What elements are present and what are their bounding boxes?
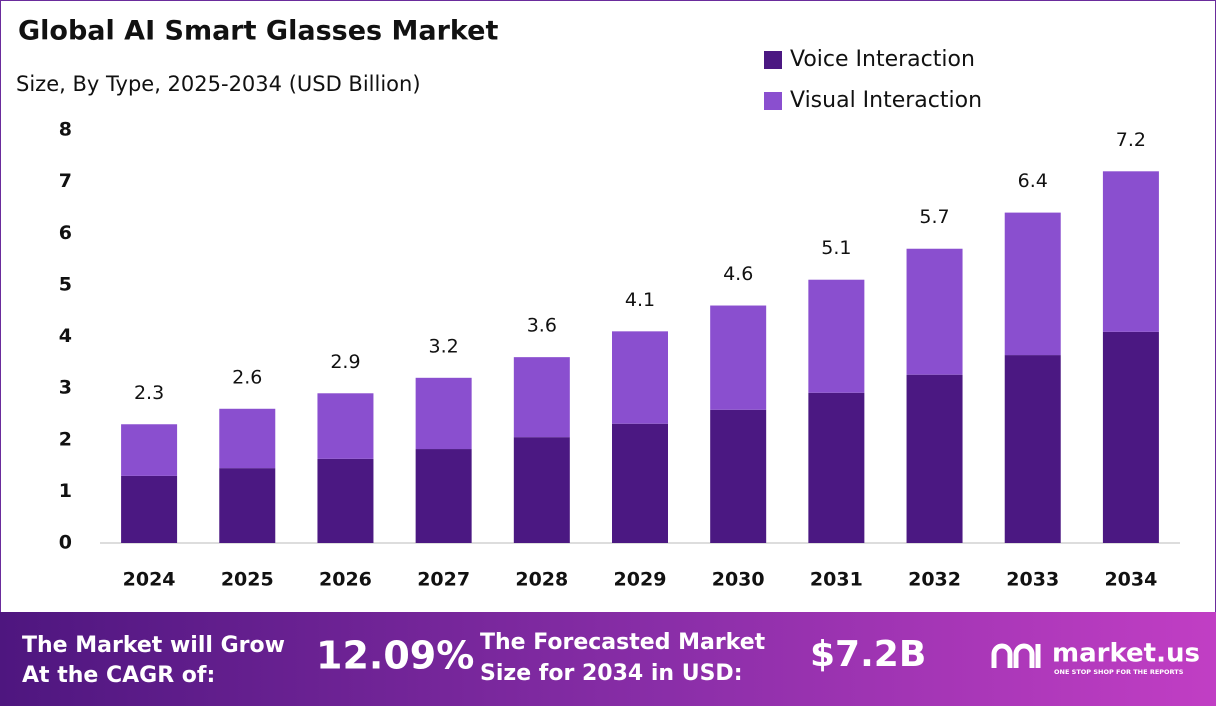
bar-segment: [121, 475, 178, 543]
total-label: 4.1: [625, 289, 655, 311]
bar-segment: [612, 331, 668, 424]
total-label: 2.9: [330, 351, 360, 373]
bar-segment: [1004, 355, 1061, 543]
x-tick-label: 2024: [123, 569, 176, 591]
brand: market.us: [1052, 639, 1200, 669]
brand-logo: [991, 643, 1041, 668]
bar-segment: [219, 408, 276, 469]
total-label: 2.6: [232, 366, 262, 388]
bar-segment: [1102, 331, 1159, 543]
total-label: 4.6: [723, 263, 753, 285]
cagr-label: The Market will Grow: [22, 633, 285, 658]
bar-segment: [808, 392, 865, 543]
footer-text: The Market will Grow At the CAGR of: 12.…: [22, 630, 1200, 688]
bar-segment: [317, 458, 374, 543]
footer-band: [0, 612, 1216, 706]
x-tick-label: 2029: [614, 569, 667, 591]
bar-segment: [1004, 212, 1061, 356]
bar-segment: [612, 423, 668, 543]
bar-segment: [513, 437, 570, 543]
bar-segment: [317, 393, 374, 459]
bar-segment: [808, 279, 865, 393]
x-tick-label: 2026: [319, 569, 372, 591]
y-tick-label: 1: [59, 480, 72, 502]
x-tick-label: 2025: [221, 569, 274, 591]
y-tick-label: 8: [59, 119, 72, 141]
bar-segment: [513, 357, 570, 438]
y-tick-label: 5: [59, 273, 72, 295]
total-label: 5.1: [821, 237, 851, 259]
total-label: 5.7: [919, 206, 949, 228]
bar-segment: [415, 377, 472, 450]
chart-subtitle: Size, By Type, 2025-2034 (USD Billion): [16, 72, 421, 96]
x-tick-label: 2031: [810, 569, 863, 591]
total-label: 3.6: [527, 315, 557, 337]
x-tick-label: 2028: [515, 569, 568, 591]
legend-swatch: [764, 92, 782, 110]
bar-segment: [415, 449, 472, 543]
y-tick-label: 3: [59, 377, 72, 399]
bar-segment: [906, 374, 963, 543]
legend-label: Voice Interaction: [790, 47, 975, 72]
x-tick-label: 2033: [1006, 569, 1059, 591]
bar-segment: [1102, 171, 1159, 332]
cagr-value: 12.09%: [316, 634, 474, 678]
forecast-label: Size for 2034 in USD:: [480, 661, 743, 686]
bar-segment: [710, 409, 767, 543]
bar-segment: [710, 305, 767, 410]
x-tick-label: 2027: [417, 569, 470, 591]
legend-swatch: [764, 51, 782, 69]
y-tick-label: 2: [59, 428, 72, 450]
bar-segment: [219, 468, 276, 543]
cagr-label: At the CAGR of:: [22, 663, 215, 688]
x-tick-label: 2034: [1104, 569, 1157, 591]
x-tick-label: 2032: [908, 569, 961, 591]
bar-segment: [121, 424, 178, 476]
total-label: 6.4: [1018, 170, 1048, 192]
total-label: 7.2: [1116, 129, 1146, 151]
y-tick-label: 0: [59, 532, 72, 554]
forecast-value: $7.2B: [810, 634, 926, 675]
bar-segment: [906, 248, 963, 375]
total-label: 3.2: [429, 335, 459, 357]
y-tick-label: 6: [59, 222, 72, 244]
x-tick-label: 2030: [712, 569, 765, 591]
chart-title: Global AI Smart Glasses Market: [18, 16, 498, 47]
tagline: ONE STOP SHOP FOR THE REPORTS: [1054, 668, 1184, 676]
y-tick-label: 7: [59, 170, 72, 192]
total-label: 2.3: [134, 382, 164, 404]
forecast-label: The Forecasted Market: [480, 630, 766, 655]
y-tick-label: 4: [59, 325, 72, 347]
legend-label: Visual Interaction: [790, 88, 982, 113]
